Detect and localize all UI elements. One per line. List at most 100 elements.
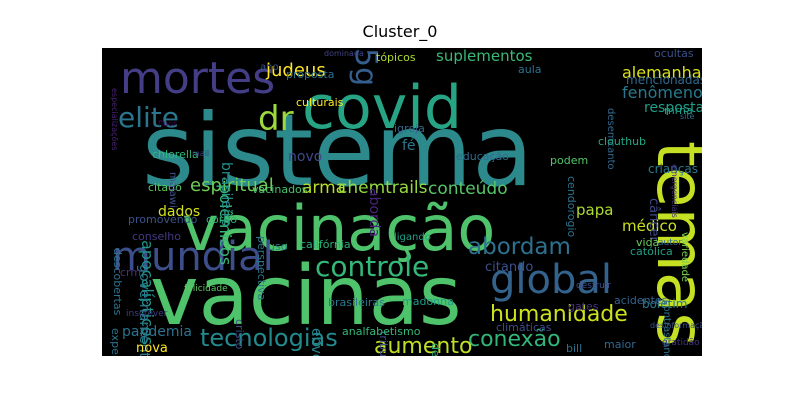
word-resposta: resposta [644,100,702,116]
word-maior: maior [604,338,636,351]
word-governamentais: governamentais [136,264,152,356]
word-arma: arma [302,178,346,198]
word-chemtrails: chemtrails [338,178,428,198]
word-elite: elite [118,101,179,134]
word-igreja: igreja [394,122,425,135]
word-podem: podem [550,154,588,167]
word-chlorella: chlorella [152,148,199,161]
word-ocultas: ocultas [654,48,694,60]
word-crm: crm [120,266,141,279]
word-malawi: malawi [167,172,178,208]
word-felicidade: felicidade [184,284,228,294]
word-bill: bill [566,342,582,355]
word-madonna: madonna [402,295,454,308]
word-vacinados: vacinados [252,183,308,196]
word-suplementos: suplementos [436,48,533,65]
word-temas: temas [642,141,702,347]
word-brasileiras: brasileiras [328,296,385,309]
word-criancas: crianças [648,162,698,176]
word-educacao: educação [456,150,509,163]
word-culturais: culturais [296,96,344,109]
word-medico: médico [622,217,677,235]
word-vacinacao: vacinação [182,192,495,265]
word-experiencias: experiências [109,328,122,356]
word-gratidao: gratidão [662,338,700,348]
word-fe: fé [402,138,416,154]
word-acidentes: acidentes [614,294,668,307]
word-variedade: variedade [679,232,690,282]
word-climaticas: climáticas [496,321,552,334]
word-ligando: ligando [394,232,431,243]
word-sistema: sistema [142,92,533,209]
word-tecnologias: tecnologias [200,324,338,352]
word-pandemia: pandemia [122,324,192,340]
word-despertar: despertar [429,343,442,356]
word-mencionadas: mencionadas [626,73,702,87]
word-vida: vida [636,236,659,249]
word-desemcanto: desemcanto [605,108,616,170]
word-promovendo: promovendo [128,213,198,226]
word-corpo: corpo [206,213,237,226]
word-alemanha: alemanha [622,63,702,82]
word-mrna: mrna [664,104,693,117]
word-novo: novo [288,149,322,165]
word-gates: gates [568,300,599,313]
word-humanidade: humanidade [490,302,628,327]
word-cancer: câncer [646,198,661,242]
word-fenomenos: fenômenos [622,83,702,102]
word-california: califórnia [300,238,351,251]
word-cendorogio: cendorogio [565,176,578,238]
word-conexao: conexão [468,327,561,352]
word-perspectiva: perspectiva [255,236,268,300]
word-brasileiro: brasileiro [218,162,234,227]
word-ano: ano [260,62,279,73]
word-judeus: judeus [265,60,326,81]
word-aumento: aumento [374,334,472,356]
word-mortes: mortes [120,53,275,104]
word-boletim: boletim [642,297,687,311]
word-dominada: dominada [324,49,364,58]
word-citando: citando [485,260,533,275]
word-tribulacao: tribulação [377,331,390,356]
word-espiritual: espiritual [190,175,274,196]
word-polemicos: polêmicos [216,184,235,265]
word-conteudo: conteúdo [428,179,508,199]
word-citado: citado [148,181,182,194]
word-global: global [490,257,612,303]
word-dr: dr [258,99,294,139]
word-uso: uso [268,240,288,253]
word-topicos: tópicos [376,51,416,64]
word-mundial: mundial [112,234,274,280]
word-catolica: católica [630,245,673,258]
word-dados: dados [158,204,200,220]
word-vacinas: vacinas [150,249,462,344]
word-nova: nova [136,341,168,356]
word-inscrever: inscrever [126,309,168,319]
word-cloud: sistema vacinas vacinação covid temas mortes m… [102,48,702,356]
word-abordam: abordam [468,234,571,260]
word-descobertas: descobertas [111,248,124,316]
word-desinformacao: desinformação [650,321,702,330]
word-clouthub: clouthub [598,135,646,148]
word-covid: covid [302,73,462,143]
word-cristo: cristo [233,319,246,350]
word-envolvendo: envolvendo [308,328,324,356]
word-fluor: fluor [158,119,177,128]
word-conselho: conselho [132,230,181,243]
word-destruir: destruir [576,281,611,291]
word-controle: controle [315,250,429,283]
word-proposta: proposta [286,68,335,81]
word-apocalipticos: apocalípticos [138,240,157,345]
chart-title: Cluster_0 [362,22,438,41]
word-contrastando: contrastando [661,300,672,356]
word-especializacoes: especializações [110,88,119,151]
word-autor: autor [658,238,682,248]
word-aborda: aborda [366,188,382,237]
word-analfabetismo: analfabetismo [342,325,421,338]
word-emergenciais: emergenciais [670,164,679,218]
word-site: site [680,112,695,121]
word-papa: papa [576,201,613,219]
word-5g: 5g [348,48,383,86]
word-mail: mail [192,149,209,158]
